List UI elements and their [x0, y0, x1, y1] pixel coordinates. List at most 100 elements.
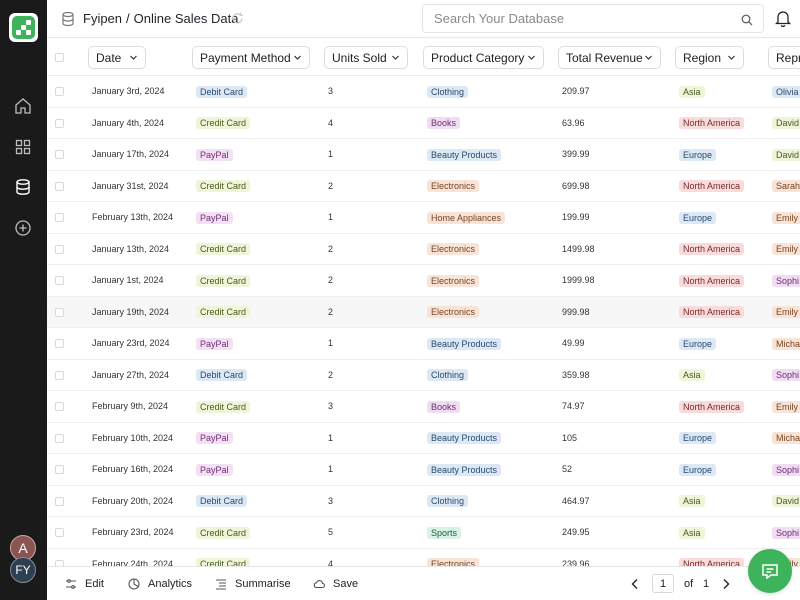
cell-units[interactable]: 2	[328, 306, 334, 317]
cell-revenue[interactable]: 63.96	[562, 117, 585, 128]
cell-region[interactable]: North America	[679, 108, 745, 139]
row-checkbox[interactable]	[55, 118, 64, 128]
app-logo[interactable]	[9, 13, 38, 42]
cell-rep[interactable]: Emily	[772, 202, 800, 233]
table-row[interactable]: January 17th, 2024 PayPal 1 Beauty Products…	[47, 139, 800, 171]
cell-payment[interactable]: PayPal	[196, 139, 233, 170]
row-checkbox[interactable]	[55, 402, 64, 411]
cell-payment[interactable]: Credit Card	[196, 297, 251, 328]
table-row[interactable]: February 20th, 2024 Debit Card 3 Clothing 46…	[47, 486, 800, 517]
cell-units[interactable]: 1	[328, 212, 334, 222]
project-name[interactable]: Fyipen	[83, 11, 123, 26]
cell-revenue[interactable]: 199.99	[562, 212, 590, 222]
cell-region[interactable]: Europe	[679, 328, 717, 359]
row-checkbox[interactable]	[55, 276, 64, 285]
cell-category[interactable]: Clothing	[427, 76, 469, 107]
column-header-region[interactable]: Region	[675, 46, 744, 69]
cell-category[interactable]: Beauty Products	[427, 139, 502, 170]
cell-region[interactable]: Europe	[679, 202, 717, 233]
chat-button[interactable]	[748, 549, 792, 593]
cell-payment[interactable]: PayPal	[196, 423, 233, 454]
cell-rep[interactable]: David	[772, 139, 800, 170]
cell-date[interactable]: January 13th, 2024	[92, 243, 170, 254]
cell-region[interactable]: Asia	[679, 76, 705, 107]
column-header-date[interactable]: Date	[88, 46, 146, 69]
save-button[interactable]: Save	[313, 567, 358, 600]
cell-revenue[interactable]: 49.99	[562, 338, 585, 348]
database-icon[interactable]	[14, 178, 32, 196]
cell-revenue[interactable]: 74.97	[562, 401, 585, 411]
cell-category[interactable]: Clothing	[427, 486, 469, 517]
cell-rep[interactable]: Sophi	[772, 454, 800, 485]
select-all-checkbox[interactable]	[55, 53, 64, 62]
cell-rep[interactable]: Emily	[772, 297, 800, 328]
cell-date[interactable]: January 3rd, 2024	[92, 86, 165, 96]
cell-region[interactable]: North America	[679, 171, 745, 202]
cell-date[interactable]: January 17th, 2024	[92, 149, 170, 159]
table-row[interactable]: January 27th, 2024 Debit Card 2 Clothing 359…	[47, 360, 800, 391]
cell-date[interactable]: January 31st, 2024	[92, 180, 169, 191]
cell-units[interactable]: 4	[328, 117, 334, 128]
column-header-units-sold[interactable]: Units Sold	[324, 46, 408, 69]
add-circle-icon[interactable]	[14, 219, 32, 237]
cell-units[interactable]: 1	[328, 464, 334, 474]
refresh-icon[interactable]	[231, 12, 244, 25]
table-row[interactable]: February 9th, 2024 Credit Card 3 Books 74.97…	[47, 391, 800, 423]
table-row[interactable]: February 16th, 2024 PayPal 1 Beauty Product…	[47, 454, 800, 486]
cell-category[interactable]: Books	[427, 391, 461, 422]
cell-units[interactable]: 2	[328, 180, 334, 191]
column-header-representative[interactable]: Repre	[768, 46, 800, 69]
row-checkbox[interactable]	[55, 559, 64, 566]
row-checkbox[interactable]	[55, 244, 64, 254]
cell-date[interactable]: January 1st, 2024	[92, 275, 164, 285]
cell-units[interactable]: 1	[328, 432, 334, 443]
cell-date[interactable]: January 23rd, 2024	[92, 338, 170, 348]
cell-revenue[interactable]: 52	[562, 464, 573, 474]
row-checkbox[interactable]	[55, 181, 64, 191]
cell-payment[interactable]: Credit Card	[196, 265, 251, 296]
cell-region[interactable]: North America	[679, 265, 745, 296]
edit-button[interactable]: Edit	[65, 567, 104, 600]
cell-category[interactable]: Sports	[427, 517, 462, 548]
table-row[interactable]: February 10th, 2024 PayPal 1 Beauty Product…	[47, 423, 800, 454]
cell-payment[interactable]: Credit Card	[196, 517, 251, 548]
summarise-button[interactable]: Summarise	[215, 567, 291, 600]
cell-rep[interactable]: Sophi	[772, 360, 800, 391]
cell-rep[interactable]: David	[772, 108, 800, 139]
table-row[interactable]: February 23rd, 2024 Credit Card 5 Sports 249…	[47, 517, 800, 549]
cell-payment[interactable]: Debit Card	[196, 360, 248, 391]
cell-payment[interactable]: Credit Card	[196, 171, 251, 202]
cell-date[interactable]: January 27th, 2024	[92, 369, 170, 380]
row-checkbox[interactable]	[55, 370, 64, 380]
row-checkbox[interactable]	[55, 339, 64, 348]
cell-revenue[interactable]: 359.98	[562, 369, 590, 380]
cell-category[interactable]: Beauty Products	[427, 454, 502, 485]
row-checkbox[interactable]	[55, 87, 64, 96]
bell-icon[interactable]	[774, 9, 792, 28]
cell-date[interactable]: February 20th, 2024	[92, 495, 174, 506]
table-row[interactable]: January 19th, 2024 Credit Card 2 Electronic…	[47, 296, 800, 328]
row-checkbox[interactable]	[55, 528, 64, 537]
cell-rep[interactable]: Olivia	[772, 76, 800, 107]
cell-revenue[interactable]: 399.99	[562, 149, 590, 159]
cell-revenue[interactable]: 239.96	[562, 558, 590, 567]
cell-date[interactable]: January 19th, 2024	[92, 306, 170, 317]
cell-category[interactable]: Electronics	[427, 234, 480, 265]
cell-revenue[interactable]: 1499.98	[562, 243, 595, 254]
cell-units[interactable]: 2	[328, 369, 334, 380]
cell-region[interactable]: Europe	[679, 139, 717, 170]
page-number-input[interactable]	[652, 574, 674, 593]
cell-category[interactable]: Electronics	[427, 265, 480, 296]
cell-payment[interactable]: Debit Card	[196, 76, 248, 107]
cell-region[interactable]: Europe	[679, 423, 717, 454]
cell-date[interactable]: February 24th, 2024	[92, 558, 174, 567]
cell-units[interactable]: 1	[328, 149, 334, 159]
avatar-fy[interactable]: FY	[10, 557, 36, 583]
cell-units[interactable]: 3	[328, 401, 334, 411]
cell-payment[interactable]: PayPal	[196, 454, 233, 485]
row-checkbox[interactable]	[55, 433, 64, 443]
table-row[interactable]: January 3rd, 2024 Debit Card 3 Clothing 209.…	[47, 76, 800, 108]
cell-date[interactable]: February 23rd, 2024	[92, 527, 174, 537]
table-row[interactable]: January 31st, 2024 Credit Card 2 Electronic…	[47, 171, 800, 202]
analytics-button[interactable]: Analytics	[128, 567, 192, 600]
